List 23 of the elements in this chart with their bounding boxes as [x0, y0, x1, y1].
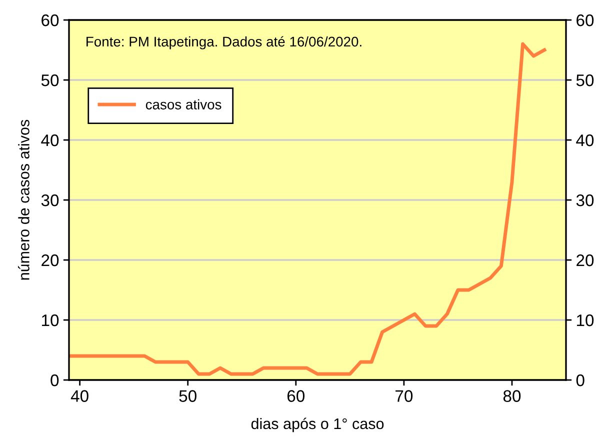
x-tick-label: 80 — [503, 390, 521, 402]
y-tick-label: 30 — [41, 194, 59, 206]
y2-tick-label: 20 — [576, 254, 594, 266]
y2-tick-label: 0 — [576, 374, 584, 386]
y2-tick-label: 50 — [576, 74, 594, 86]
y-tick-label: 40 — [41, 134, 59, 146]
y-tick-label: 10 — [42, 314, 59, 326]
y2-tick-label: 60 — [576, 14, 594, 26]
y2-tick-label: 10 — [576, 314, 594, 326]
y2-tick-label: 30 — [576, 194, 594, 206]
legend-label: casos ativos — [146, 99, 222, 110]
annotation: Fonte: PM Itapetinga. Dados até 16/06/2020. — [86, 36, 362, 50]
y-tick-label: 20 — [42, 254, 59, 266]
y-tick-label: 50 — [41, 74, 59, 86]
x-tick-label: 60 — [287, 390, 305, 402]
y-axis-title: número de casos ativos — [18, 120, 30, 280]
x-tick-label: 50 — [179, 390, 196, 402]
x-axis-title: dias após o 1° caso — [251, 418, 384, 432]
x-tick-label: 70 — [396, 390, 413, 402]
y2-tick-label: 40 — [576, 134, 594, 146]
y-tick-label: 60 — [42, 14, 59, 26]
x-tick-label: 40 — [70, 390, 88, 402]
y-tick-label: 0 — [50, 374, 59, 386]
